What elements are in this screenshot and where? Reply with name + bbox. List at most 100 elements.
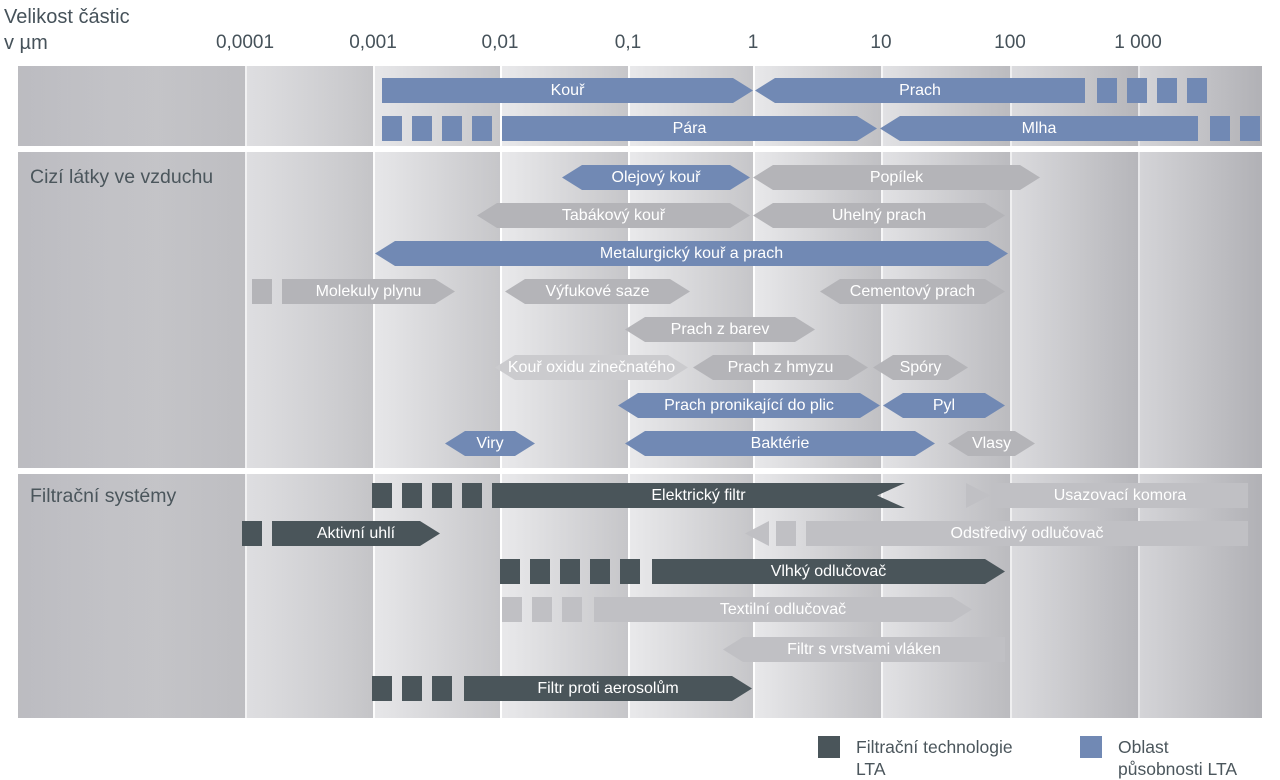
- axis-tick-label: 10: [870, 32, 892, 53]
- bar-mlha: Mlha: [880, 116, 1198, 141]
- bar-vlasy-label: Vlasy: [971, 435, 1012, 452]
- section-band-2: [18, 474, 1262, 718]
- grid-column: [375, 152, 500, 468]
- bar-metalurgicky-kour-a-prach-label: Metalurgický kouř a prach: [599, 245, 784, 262]
- legend-label-line: Filtrační technologie: [856, 737, 1013, 757]
- bar-metalurgicky-kour-a-prach: Metalurgický kouř a prach: [375, 241, 1008, 266]
- bar-elektricky-filtr-dash: [402, 483, 422, 508]
- bar-kour-label: Kouř: [550, 82, 585, 99]
- grid-column: [883, 474, 1010, 718]
- bar-kour-oxidu-zinecnateho: Kouř oxidu zinečnatého: [495, 355, 688, 380]
- bar-prach: Prach: [755, 78, 1085, 103]
- bar-filtr-proti-aerosolum-dash: [432, 676, 452, 701]
- section-label-airborne-substances: Cizí látky ve vzduchu: [30, 166, 214, 188]
- bar-bakterie: Baktérie: [625, 431, 935, 456]
- axis-tick-label: 100: [994, 32, 1026, 53]
- grid-column: [755, 474, 881, 718]
- grid-column: [1140, 152, 1262, 468]
- bar-vlasy: Vlasy: [948, 431, 1035, 456]
- bar-prach-dash: [1097, 78, 1117, 103]
- bar-para-dash: [442, 116, 462, 141]
- bar-prach-dash: [1157, 78, 1177, 103]
- bar-textilni-odlucovac: Textilní odlučovač: [594, 597, 972, 622]
- bar-filtr-proti-aerosolum-label: Filtr proti aerosolům: [537, 680, 679, 697]
- bar-spory: Spóry: [873, 355, 968, 380]
- bar-molekuly-plynu: Molekuly plynu: [282, 279, 455, 304]
- bar-uhelny-prach-label: Uhelný prach: [831, 207, 927, 224]
- band-shading: [18, 152, 1262, 468]
- bar-vyfukove-saze: Výfukové saze: [505, 279, 690, 304]
- bar-filtr-proti-aerosolum-dash: [372, 676, 392, 701]
- grid-column: [18, 152, 245, 468]
- bar-para-dash: [412, 116, 432, 141]
- bar-molekuly-plynu-dash: [252, 279, 272, 304]
- bar-odstredivy-odlucovac-dash: [776, 521, 796, 546]
- bar-pyl: Pyl: [883, 393, 1005, 418]
- bar-cementovy-prach: Cementový prach: [820, 279, 1005, 304]
- bar-elektricky-filtr-dash: [462, 483, 482, 508]
- grid-column: [18, 66, 245, 146]
- bar-tabakovy-kour-label: Tabákový kouř: [561, 207, 666, 224]
- bar-prach-z-hmyzu: Prach z hmyzu: [693, 355, 868, 380]
- grid-column: [247, 152, 373, 468]
- axis-tick-label: 1: [747, 32, 759, 53]
- bar-textilni-odlucovac-dash: [562, 597, 582, 622]
- section-band-1: [18, 152, 1262, 468]
- bar-para: Pára: [502, 116, 877, 141]
- grid-column: [18, 474, 245, 718]
- bar-usazovaci-komora: Usazovací komora: [992, 483, 1248, 508]
- bar-vlhky-odlucovac-dash: [530, 559, 550, 584]
- bar-uhelny-prach: Uhelný prach: [753, 203, 1005, 228]
- bar-mlha-label: Mlha: [1021, 120, 1057, 137]
- bar-prach-label: Prach: [899, 82, 941, 99]
- bar-vlhky-odlucovac-dash: [500, 559, 520, 584]
- chart-title-line1: Velikost částic: [4, 6, 130, 28]
- bar-vlhky-odlucovac-dash: [560, 559, 580, 584]
- bar-filtr-s-vrstvami-vlaken-label: Filtr s vrstvami vláken: [787, 641, 941, 658]
- bar-vyfukove-saze-label: Výfukové saze: [545, 283, 650, 300]
- bar-textilni-odlucovac-dash: [532, 597, 552, 622]
- bar-elektricky-filtr-label: Elektrický filtr: [651, 487, 746, 504]
- legend-label-line: Oblast: [1118, 737, 1169, 757]
- legend-label-line: LTA: [856, 759, 886, 779]
- bar-kour: Kouř: [382, 78, 753, 103]
- bar-prach-pronikajici-do-plic: Prach pronikající do plic: [618, 393, 880, 418]
- bar-prach-pronikajici-do-plic-label: Prach pronikající do plic: [664, 397, 834, 414]
- grid-column: [1012, 474, 1138, 718]
- axis-tick-label: 0,1: [614, 32, 642, 53]
- bar-aktivni-uhli-dash: [242, 521, 262, 546]
- bar-viry: Viry: [445, 431, 535, 456]
- bar-aktivni-uhli: Aktivní uhlí: [272, 521, 440, 546]
- bar-elektricky-filtr-dash: [432, 483, 452, 508]
- chart-title-line2: v µm: [4, 32, 48, 54]
- bar-vlhky-odlucovac-dash: [620, 559, 640, 584]
- bar-olejovy-kour: Olejový kouř: [562, 165, 750, 190]
- bar-vlhky-odlucovac-label: Vlhký odlučovač: [770, 563, 887, 580]
- bar-prach-dash: [1187, 78, 1207, 103]
- bar-odstredivy-odlucovac: Odstředivý odlučovač: [806, 521, 1248, 546]
- bar-olejovy-kour-label: Olejový kouř: [611, 169, 701, 186]
- bar-para-dash: [472, 116, 492, 141]
- bar-popilek-label: Popílek: [869, 169, 924, 186]
- legend-swatch-blue: [1080, 736, 1102, 758]
- axis-tick-label: 0,01: [481, 32, 519, 53]
- bar-elektricky-filtr: Elektrický filtr: [492, 483, 905, 508]
- bar-odstredivy-odlucovac-label: Odstředivý odlučovač: [950, 525, 1104, 542]
- bar-vlhky-odlucovac: Vlhký odlučovač: [652, 559, 1005, 584]
- bar-mlha-dash: [1240, 116, 1260, 141]
- bar-prach-z-hmyzu-label: Prach z hmyzu: [727, 359, 834, 376]
- bar-para-label: Pára: [672, 120, 707, 137]
- bar-pyl-label: Pyl: [932, 397, 956, 414]
- chart-title: Velikost částic v µm: [4, 4, 130, 56]
- bar-molekuly-plynu-label: Molekuly plynu: [315, 283, 422, 300]
- legend-item-lta-area: Oblast působnosti LTA: [1080, 736, 1237, 780]
- grid-column: [247, 66, 373, 146]
- legend-item-filtration-technology: Filtrační technologie LTA: [818, 736, 1013, 780]
- axis-tick-label: 0,0001: [215, 32, 275, 53]
- bar-spory-label: Spóry: [899, 359, 942, 376]
- bar-elektricky-filtr-dash: [372, 483, 392, 508]
- axis-tick-label: 1 000: [1114, 32, 1162, 53]
- bar-prach-dash: [1127, 78, 1147, 103]
- bar-filtr-proti-aerosolum-dash: [402, 676, 422, 701]
